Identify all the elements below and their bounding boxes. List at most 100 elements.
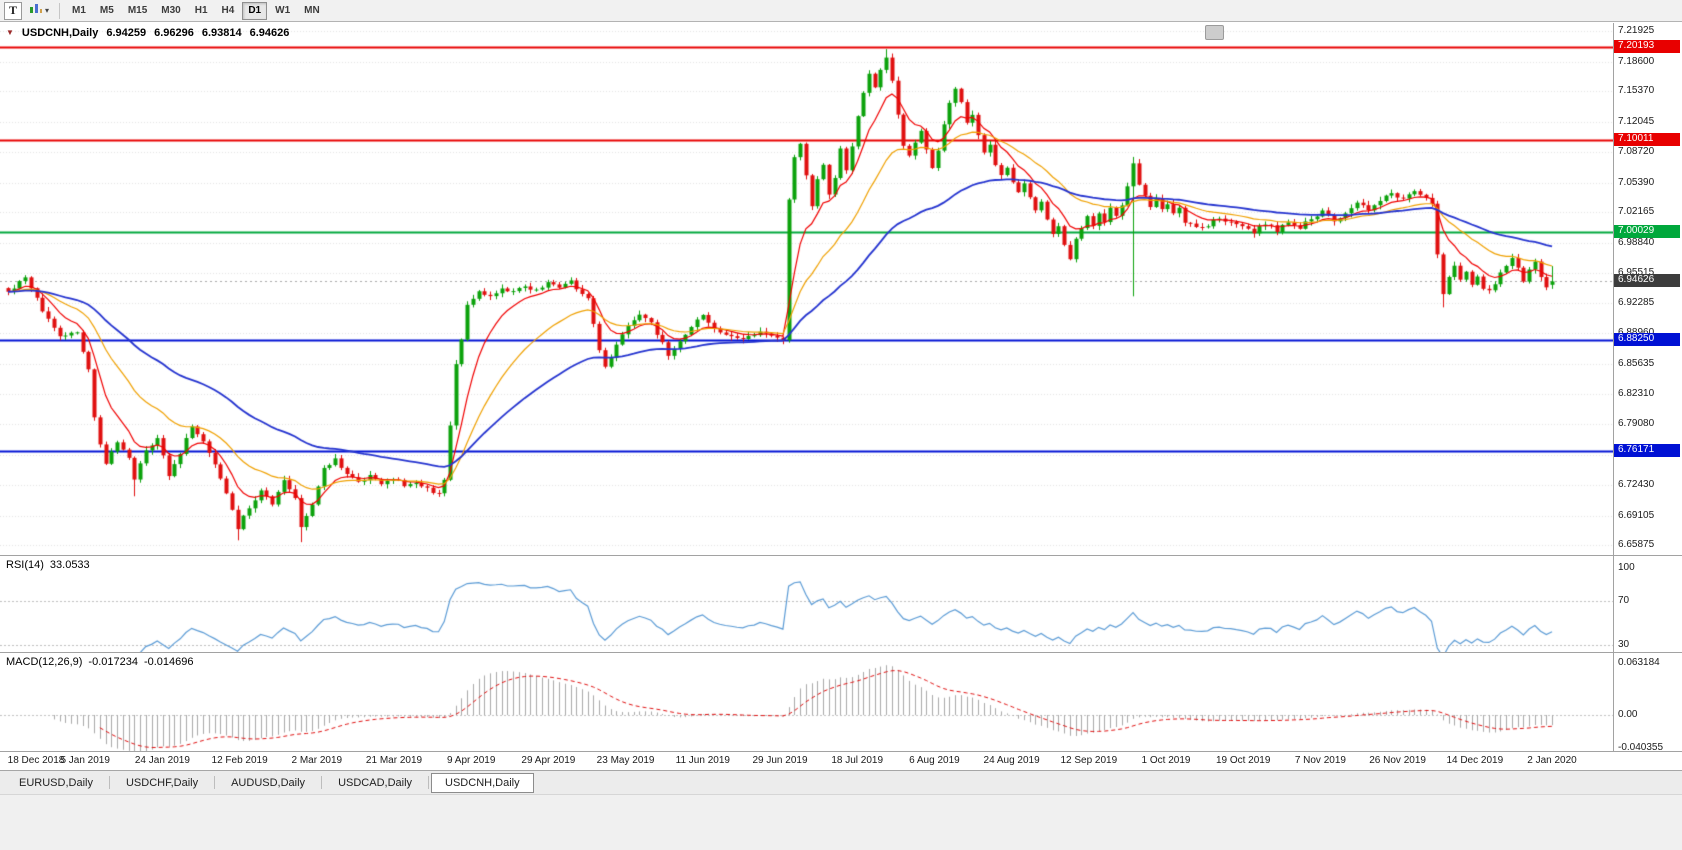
price-axis-tick: 7.21925 <box>1618 25 1655 37</box>
chart-tab-usdcad[interactable]: USDCAD,Daily <box>338 776 413 789</box>
chart-type-button[interactable]: ▾ <box>25 2 53 20</box>
low-value: 6.93814 <box>201 27 242 39</box>
high-value: 6.96296 <box>154 27 194 39</box>
rsi-name: RSI(14) <box>6 559 44 571</box>
date-label: 14 Dec 2019 <box>1446 755 1504 766</box>
date-label: 5 Jan 2019 <box>60 755 110 766</box>
symbol-label: USDCNH,Daily <box>21 27 99 39</box>
date-label: 19 Oct 2019 <box>1215 755 1271 766</box>
toolbar-separator <box>59 2 61 19</box>
rsi-canvas[interactable] <box>0 556 1613 652</box>
price-level-badge: 7.00029 <box>1614 224 1680 238</box>
date-label: 29 Jun 2019 <box>752 755 808 766</box>
dropdown-caret-icon: ▾ <box>45 6 50 15</box>
price-axis-tick: 7.12045 <box>1618 115 1655 127</box>
timeframe-button-m15[interactable]: M15 <box>122 2 153 20</box>
text-tool-button[interactable]: T <box>4 1 22 20</box>
date-label: 12 Sep 2019 <box>1060 755 1118 766</box>
date-label: 26 Nov 2019 <box>1369 755 1426 766</box>
one-click-trading-arrow-icon[interactable]: ▼ <box>6 28 14 37</box>
rsi-axis-tick: 70 <box>1618 595 1630 606</box>
macd-axis-tick: 0.063184 <box>1618 656 1660 668</box>
price-level-badge: 6.76171 <box>1614 443 1680 457</box>
date-label: 21 Mar 2019 <box>365 755 423 766</box>
price-axis-tick: 6.98840 <box>1618 236 1655 248</box>
rsi-label: RSI(14) 33.0533 <box>6 559 90 571</box>
current-price-badge: 6.94626 <box>1614 274 1680 288</box>
chart-ohlc-header: ▼ USDCNH,Daily 6.94259 6.96296 6.93814 6… <box>6 27 289 39</box>
price-axis-tick: 6.69105 <box>1618 509 1655 521</box>
date-label: 7 Nov 2019 <box>1294 755 1346 766</box>
date-label: 29 Apr 2019 <box>521 755 576 766</box>
date-label: 12 Feb 2019 <box>211 755 268 766</box>
price-axis-separator <box>1613 23 1614 751</box>
price-axis-tick: 6.82310 <box>1618 388 1655 400</box>
macd-axis-tick: -0.040355 <box>1618 742 1664 754</box>
price-axis-tick: 7.08720 <box>1618 146 1655 158</box>
macd-label: MACD(12,26,9) -0.017234 -0.014696 <box>6 656 194 668</box>
rsi-axis-tick: 30 <box>1618 639 1630 650</box>
chart-mini-icon <box>29 3 43 18</box>
timeframe-button-w1[interactable]: W1 <box>269 2 296 20</box>
timeframe-button-m5[interactable]: M5 <box>94 2 120 20</box>
price-axis-tick: 6.72430 <box>1618 479 1655 490</box>
macd-name: MACD(12,26,9) <box>6 656 83 668</box>
tab-separator <box>214 776 216 789</box>
chart-tab-eurusd[interactable]: EURUSD,Daily <box>19 776 93 789</box>
chart-scrollbar-thumb[interactable] <box>1205 25 1224 40</box>
date-label: 9 Apr 2019 <box>447 755 496 766</box>
time-axis: 18 Dec 2018 5 Jan 2019 24 Jan 2019 12 Feb 2… <box>0 752 1613 770</box>
date-label: 2 Jan 2020 <box>1527 755 1577 766</box>
price-axis-tick: 6.79080 <box>1618 418 1655 430</box>
timeframe-button-m1[interactable]: M1 <box>66 2 92 20</box>
tab-separator <box>321 776 323 789</box>
rsi-value: 33.0533 <box>49 559 90 571</box>
price-level-badge: 6.88250 <box>1614 332 1680 346</box>
timeframe-button-h4[interactable]: H4 <box>216 2 241 20</box>
price-axis-tick: 7.02165 <box>1618 206 1655 218</box>
macd-axis-tick: 0.00 <box>1618 709 1638 720</box>
timeframe-button-d1[interactable]: D1 <box>242 1 268 20</box>
timeframe-button-h1[interactable]: H1 <box>189 2 214 20</box>
macd-canvas[interactable] <box>0 653 1613 751</box>
date-label: 11 Jun 2019 <box>675 755 730 766</box>
price-level-badge: 7.20193 <box>1614 39 1680 53</box>
macd-signal-value: -0.014696 <box>143 656 194 668</box>
date-label: 6 Aug 2019 <box>909 755 960 766</box>
date-label: 24 Jan 2019 <box>134 755 190 766</box>
chart-tab-usdcnh[interactable]: USDCNH,Daily <box>431 772 534 793</box>
price-axis-tick: 7.05390 <box>1618 176 1655 188</box>
date-label: 1 Oct 2019 <box>1141 755 1191 766</box>
price-axis-tick: 7.15370 <box>1618 85 1655 97</box>
price-axis-tick: 6.92285 <box>1618 296 1655 308</box>
price-level-badge: 7.10011 <box>1614 133 1680 147</box>
rsi-axis-tick: 100 <box>1618 562 1635 573</box>
panel-separator <box>0 652 1682 653</box>
price-chart-canvas[interactable] <box>0 23 1613 555</box>
panel-separator <box>0 555 1682 556</box>
date-label: 2 Mar 2019 <box>291 755 343 766</box>
timeframe-buttons: M1 M5 M15 M30 H1 H4 D1 W1 MN <box>66 1 326 20</box>
toolbar: T ▾ M1 M5 M15 M30 H1 H4 D1 W1 MN <box>0 0 1682 22</box>
open-value: 6.94259 <box>106 27 147 39</box>
date-label: 18 Jul 2019 <box>831 755 884 766</box>
price-axis-tick: 6.88960 <box>1618 327 1654 338</box>
chart-tab-audusd[interactable]: AUDUSD,Daily <box>231 776 306 789</box>
timeframe-button-m30[interactable]: M30 <box>155 2 186 20</box>
chart-tab-usdchf[interactable]: USDCHF,Daily <box>125 776 199 789</box>
date-label: 18 Dec 2018 <box>7 755 65 766</box>
panel-separator <box>0 751 1682 752</box>
close-value: 6.94626 <box>249 27 290 39</box>
date-label: 23 May 2019 <box>596 755 655 766</box>
price-axis-tick: 6.65875 <box>1618 539 1655 551</box>
timeframe-button-mn[interactable]: MN <box>298 2 326 20</box>
date-label: 24 Aug 2019 <box>983 755 1040 766</box>
chart-tabs-bar: EURUSD,Daily USDCHF,Daily AUDUSD,Daily USDC… <box>0 770 1682 794</box>
price-axis-tick: 7.18600 <box>1618 55 1655 67</box>
macd-main-value: -0.017234 <box>88 656 138 668</box>
price-axis-tick: 6.85635 <box>1618 357 1655 369</box>
price-axis-tick: 6.95515 <box>1618 267 1655 279</box>
status-area <box>0 794 1682 850</box>
tab-separator <box>108 776 110 789</box>
